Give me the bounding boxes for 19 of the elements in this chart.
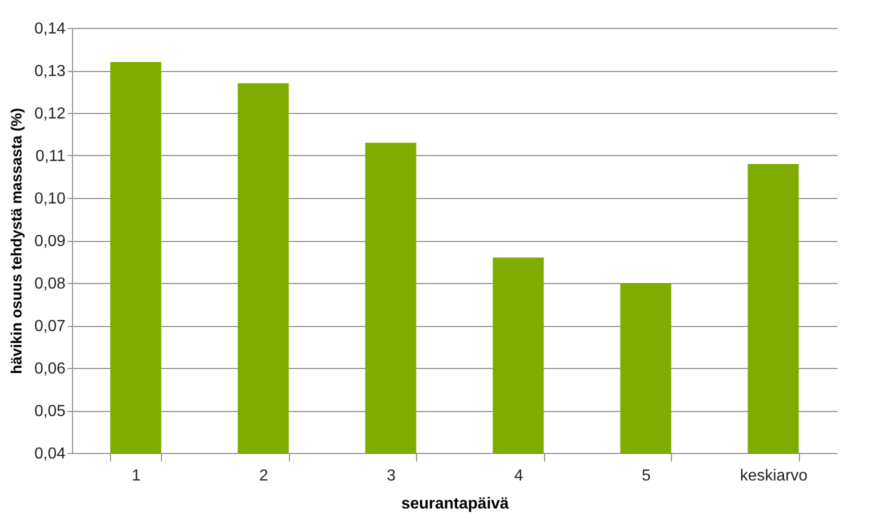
x-tick-label: 4 (514, 468, 524, 484)
y-tick-label: 0,10 (34, 190, 66, 208)
y-axis-title: hävikin osuus tehdystä massasta (%) (8, 108, 26, 374)
x-axis-title: seurantapäivä (401, 496, 509, 512)
y-tick-label: 0,13 (34, 63, 66, 80)
y-tick-label: 0,04 (34, 446, 66, 462)
x-tick-label: 2 (259, 468, 268, 484)
x-tick-label: 5 (642, 468, 651, 484)
y-tick-label: 0,09 (34, 233, 66, 250)
y-tick-label: 0,14 (34, 20, 66, 38)
y-tick-label: 0,08 (34, 276, 66, 292)
y-tick-label: 0,06 (34, 360, 66, 378)
y-tick-label: 0,11 (36, 148, 66, 165)
x-tick-label: keskiarvo (740, 468, 808, 484)
y-tick-label: 0,07 (34, 318, 66, 335)
x-tick-label: 3 (386, 468, 396, 484)
y-tick-label: 0,12 (34, 106, 66, 122)
y-tick-label: 0,05 (34, 403, 66, 420)
x-tick-label: 1 (132, 468, 141, 484)
